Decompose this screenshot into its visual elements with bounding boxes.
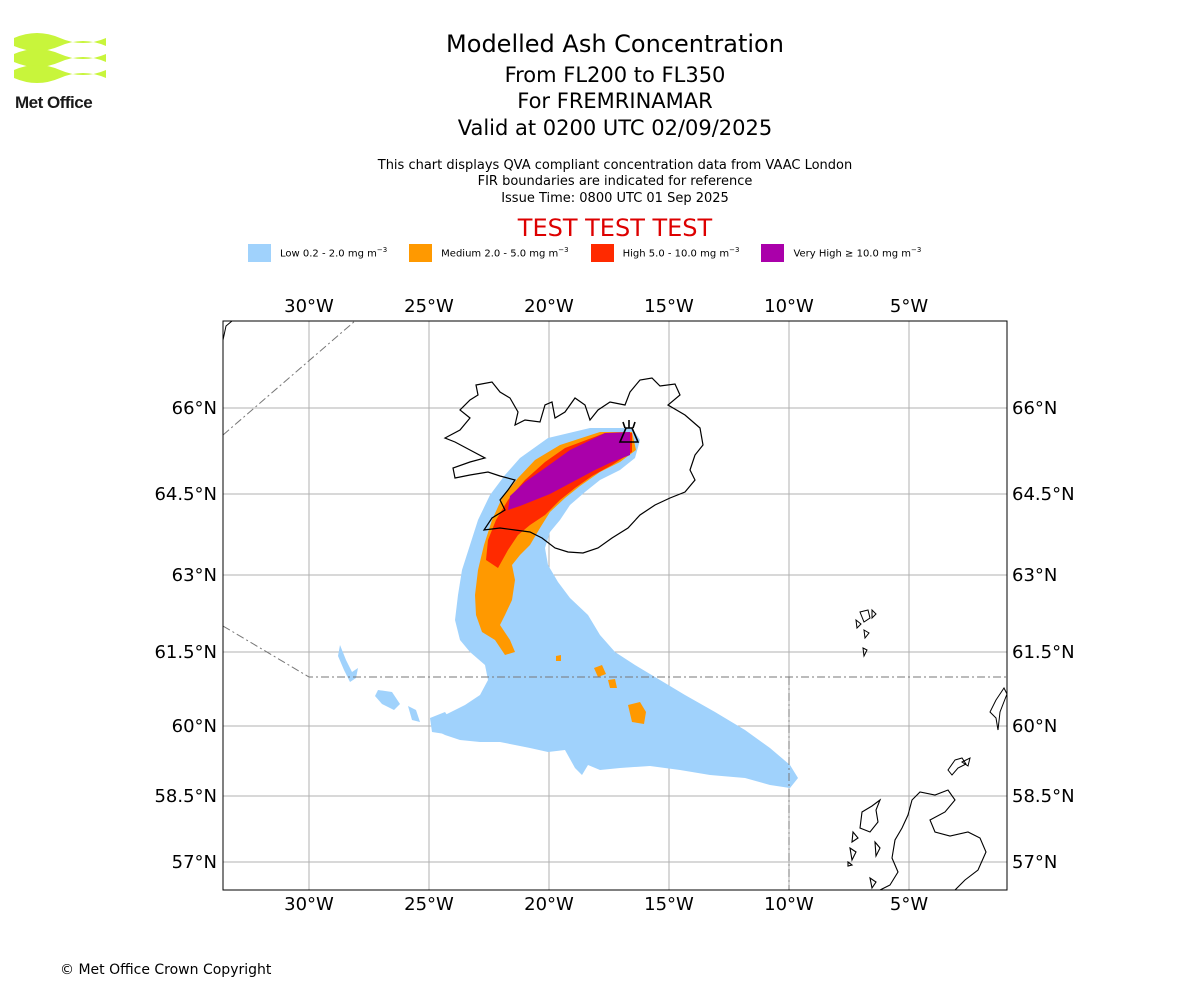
copyright-notice: © Met Office Crown Copyright (60, 962, 272, 978)
fir-note: FIR boundaries are indicated for referen… (477, 174, 753, 189)
lat-tick-right: 60°N (1012, 716, 1057, 737)
met-office-logo-text: Met Office (15, 93, 93, 112)
ash-medium-spot (556, 655, 561, 661)
lon-tick-top: 5°W (890, 296, 928, 317)
lon-tick-bottom: 10°W (764, 894, 814, 915)
valid-time: Valid at 0200 UTC 02/09/2025 (457, 116, 773, 140)
faroe-islands (855, 608, 877, 658)
lat-tick-left: 57°N (172, 852, 217, 873)
lon-tick-bottom: 25°W (404, 894, 454, 915)
lat-tick-right: 58.5°N (1012, 786, 1075, 807)
lon-tick-top: 20°W (524, 296, 574, 317)
ash-low-patch (430, 712, 452, 734)
lat-tick-left: 61.5°N (154, 642, 217, 663)
legend-item-very-high: Very High ≥ 10.0 mg m−3 (761, 244, 921, 262)
volcano-icon (618, 420, 640, 443)
legend-swatch-low (248, 244, 271, 262)
test-banner: TEST TEST TEST (517, 214, 713, 242)
legend-label-very-high: Very High ≥ 10.0 mg m−3 (793, 246, 922, 260)
region-name: For FREMRINAMAR (517, 89, 713, 113)
legend-item-high: High 5.0 - 10.0 mg m−3 (590, 244, 740, 262)
lat-tick-left: 66°N (172, 398, 217, 419)
ash-medium-region (475, 432, 636, 655)
legend-swatch-high (590, 244, 614, 262)
legend-label-low: Low 0.2 - 2.0 mg m−3 (280, 246, 388, 260)
legend-item-medium: Medium 2.0 - 5.0 mg m−3 (409, 244, 569, 262)
lon-tick-top: 25°W (404, 296, 454, 317)
legend-item-low: Low 0.2 - 2.0 mg m−3 (248, 244, 387, 262)
compliance-note: This chart displays QVA compliant concen… (377, 158, 853, 173)
flight-level-range: From FL200 to FL350 (504, 63, 726, 87)
fir-boundaries (223, 321, 1007, 890)
ash-medium-spot (608, 679, 617, 688)
ash-very-high-region (508, 432, 630, 510)
met-office-logo (14, 33, 106, 83)
lat-tick-right: 57°N (1012, 852, 1057, 873)
iceland-coastline (443, 377, 704, 554)
concentration-legend: Low 0.2 - 2.0 mg m−3 Medium 2.0 - 5.0 mg… (248, 244, 943, 262)
map-frame (222, 320, 1008, 891)
lat-tick-left: 58.5°N (154, 786, 217, 807)
lat-tick-right: 61.5°N (1012, 642, 1075, 663)
graticule (223, 321, 1007, 890)
legend-swatch-very-high (761, 244, 785, 262)
legend-label-high: High 5.0 - 10.0 mg m−3 (622, 246, 740, 260)
legend-label-medium: Medium 2.0 - 5.0 mg m−3 (441, 246, 569, 260)
lat-tick-right: 63°N (1012, 565, 1057, 586)
lon-tick-top: 10°W (764, 296, 814, 317)
ash-medium-spot (628, 702, 646, 724)
shetland-islands (947, 687, 1007, 776)
greenland-coastline (223, 321, 233, 341)
issue-time: Issue Time: 0800 UTC 01 Sep 2025 (501, 191, 729, 206)
small-islands (338, 645, 420, 722)
lon-tick-top: 15°W (644, 296, 694, 317)
lat-tick-left: 63°N (172, 565, 217, 586)
lon-tick-bottom: 15°W (644, 894, 694, 915)
legend-swatch-medium (409, 244, 433, 262)
lon-tick-bottom: 30°W (284, 894, 334, 915)
lat-tick-right: 66°N (1012, 398, 1057, 419)
lat-tick-right: 64.5°N (1012, 484, 1075, 505)
lat-tick-left: 64.5°N (154, 484, 217, 505)
ash-medium-spot (594, 665, 606, 677)
lon-tick-bottom: 20°W (524, 894, 574, 915)
lon-tick-bottom: 5°W (890, 894, 928, 915)
scotland-coastline (847, 789, 987, 890)
lon-tick-top: 30°W (284, 296, 334, 317)
chart-title: Modelled Ash Concentration (446, 30, 784, 58)
lat-tick-left: 60°N (172, 716, 217, 737)
